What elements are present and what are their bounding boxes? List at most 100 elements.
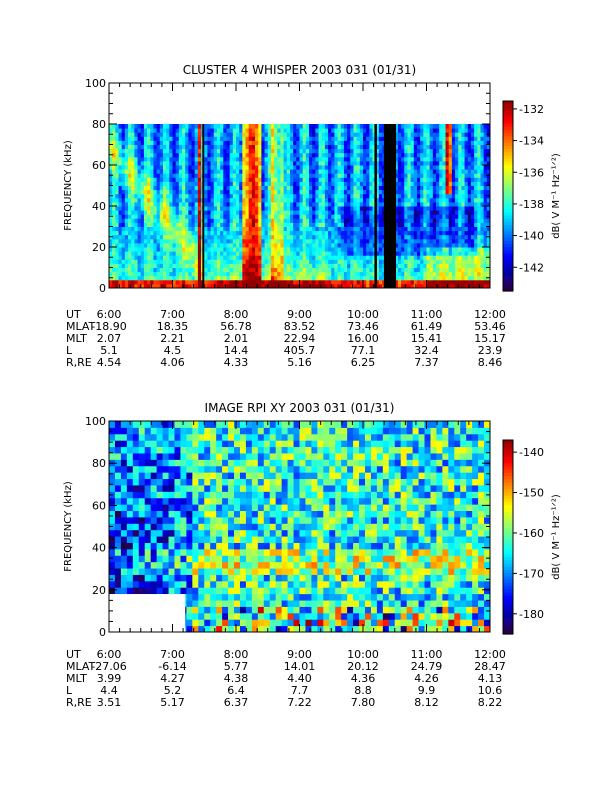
heatmap-cell <box>439 230 443 236</box>
heatmap-cell <box>420 152 424 158</box>
heatmap-cell <box>147 185 151 191</box>
heatmap-cell <box>188 263 193 268</box>
heatmap-cell <box>423 148 427 154</box>
heatmap-cell <box>340 144 345 150</box>
heatmap-cell <box>366 230 370 236</box>
heatmap-cell <box>356 206 361 211</box>
heatmap-cell <box>410 181 415 186</box>
heatmap-cell <box>340 267 345 273</box>
heatmap-cell <box>156 222 161 227</box>
heatmap-cell <box>236 144 240 150</box>
heatmap-cell <box>286 136 291 141</box>
heatmap-cell <box>124 242 129 248</box>
heatmap-cell <box>128 160 132 166</box>
heatmap-cell <box>134 279 139 285</box>
heatmap-cell <box>461 132 466 137</box>
heatmap-cell <box>134 226 139 232</box>
heatmap-cell <box>128 165 132 170</box>
heatmap-cell <box>213 140 218 145</box>
heatmap-cell <box>185 193 189 199</box>
heatmap-cell <box>261 160 266 166</box>
heatmap-cell <box>131 238 135 244</box>
heatmap-cell <box>429 189 434 195</box>
heatmap-cell <box>172 124 177 129</box>
heatmap-cell <box>261 165 266 170</box>
heatmap-cell <box>118 263 123 268</box>
heatmap-cell <box>312 173 316 178</box>
heatmap-cell <box>185 267 189 273</box>
heatmap-cell <box>363 156 367 162</box>
heatmap-cell <box>305 177 310 182</box>
heatmap-cell <box>112 255 116 260</box>
heatmap-cell <box>353 181 358 186</box>
heatmap-cell <box>448 165 453 170</box>
heatmap-cell <box>239 275 243 281</box>
heatmap-cell <box>169 128 173 133</box>
heatmap-cell <box>467 230 472 236</box>
heatmap-cell <box>162 218 167 223</box>
heatmap-cell <box>423 275 427 281</box>
heatmap-cell <box>340 128 345 133</box>
heatmap-cell <box>486 144 491 150</box>
heatmap-cell <box>134 206 139 211</box>
heatmap-cell <box>382 169 386 174</box>
heatmap-cell <box>118 206 123 211</box>
heatmap-cell <box>420 128 424 133</box>
heatmap-cell <box>350 234 354 240</box>
heatmap-cell <box>293 136 297 141</box>
heatmap-cell <box>255 275 259 281</box>
heatmap-cell <box>426 279 431 285</box>
heatmap-cell <box>289 214 294 219</box>
heatmap-cell <box>455 263 459 268</box>
heatmap-cell <box>451 160 456 166</box>
heatmap-cell <box>467 283 472 289</box>
heatmap-cell <box>353 206 358 211</box>
heatmap-cell <box>343 193 348 199</box>
heatmap-cell <box>239 230 243 236</box>
heatmap-cell <box>483 144 488 150</box>
heatmap-cell <box>178 128 183 133</box>
heatmap-cell <box>270 247 275 252</box>
heatmap-cell <box>283 144 288 150</box>
heatmap-cell <box>251 263 256 268</box>
heatmap-cell <box>124 136 129 141</box>
heatmap-cell <box>159 140 164 145</box>
heatmap-cell <box>226 206 231 211</box>
heatmap-cell <box>340 165 345 170</box>
heatmap-cell <box>407 165 412 170</box>
heatmap-cell <box>331 136 335 141</box>
heatmap-cell <box>439 226 443 232</box>
heatmap-cell <box>328 148 332 154</box>
heatmap-cell <box>483 181 488 186</box>
heatmap-cell <box>277 275 281 281</box>
heatmap-cell <box>226 189 231 195</box>
heatmap-cell <box>162 189 167 195</box>
heatmap-cell <box>334 238 339 244</box>
heatmap-cell <box>436 238 440 244</box>
heatmap-cell <box>432 189 437 195</box>
heatmap-cell <box>464 144 469 150</box>
heatmap-cell <box>264 169 269 174</box>
heatmap-cell <box>236 185 240 191</box>
heatmap-cell <box>188 181 193 186</box>
heatmap-cell <box>445 173 450 178</box>
heatmap-cell <box>109 156 113 162</box>
heatmap-cell <box>363 206 367 211</box>
heatmap-cell <box>343 177 348 182</box>
heatmap-cell <box>191 242 196 248</box>
heatmap-cell <box>451 124 456 129</box>
heatmap-cell <box>423 193 427 199</box>
heatmap-cell <box>302 251 307 256</box>
heatmap-cell <box>413 128 418 133</box>
heatmap-cell <box>486 222 491 227</box>
heatmap-cell <box>166 242 170 248</box>
heatmap-cell <box>175 132 180 137</box>
heatmap-cell <box>226 238 231 244</box>
heatmap-cell <box>458 152 462 158</box>
heatmap-cell <box>299 197 304 203</box>
heatmap-cell <box>378 197 383 203</box>
heatmap-cell <box>382 136 386 141</box>
heatmap-cell <box>312 271 316 277</box>
heatmap-cell <box>169 214 173 219</box>
heatmap-cell <box>302 181 307 186</box>
